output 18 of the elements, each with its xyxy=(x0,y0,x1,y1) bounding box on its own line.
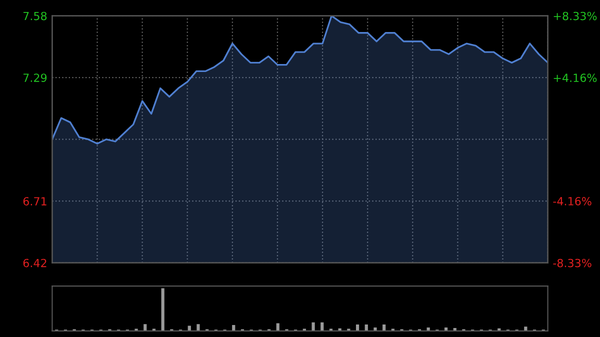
y-tick-label: 6.71 xyxy=(23,197,46,206)
y-tick-label: 7.29 xyxy=(24,74,47,82)
y-tick-label: 7.58 xyxy=(24,12,47,20)
y2-tick-label: +4.16% xyxy=(554,74,597,82)
bar xyxy=(320,322,324,331)
bar xyxy=(196,324,200,331)
bar xyxy=(356,324,360,331)
bar xyxy=(144,324,147,331)
bar xyxy=(312,322,315,331)
bar xyxy=(382,324,386,331)
bar xyxy=(161,288,164,331)
bar xyxy=(524,326,528,331)
y2-tick-label: +8.33% xyxy=(554,12,597,20)
y2-tick-label: -8.33% xyxy=(553,258,592,268)
y2-tick-label: -4.16% xyxy=(553,197,592,206)
bar xyxy=(374,328,377,331)
y-tick-label: 6.42 xyxy=(23,258,46,268)
bar xyxy=(364,324,368,331)
